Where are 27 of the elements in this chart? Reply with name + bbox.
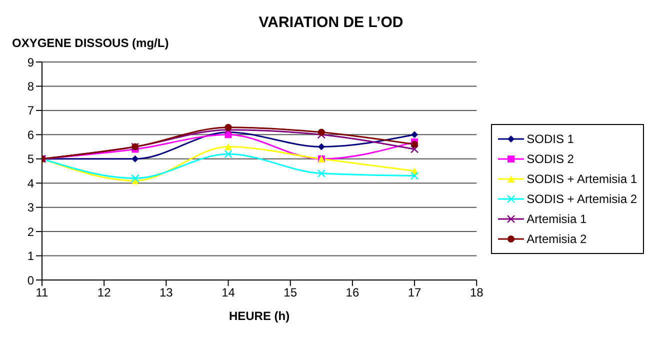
legend-label: SODIS + Artemisia 2 <box>526 192 637 206</box>
x-tick-label: 16 <box>346 286 360 300</box>
y-tick-label: 9 <box>27 55 34 70</box>
y-tick-label: 8 <box>27 79 34 94</box>
y-tick-label: 1 <box>27 249 34 264</box>
legend-label: Artemisia 2 <box>526 232 587 246</box>
x-tick-label: 11 <box>36 286 49 300</box>
x-axis-title: HEURE (h) <box>228 309 290 323</box>
x-tick-label: 18 <box>470 286 484 300</box>
x-tick-label: 17 <box>408 286 422 300</box>
chart-title: VARIATION DE L’OD <box>258 13 404 31</box>
x-tick-label: 15 <box>284 286 298 300</box>
legend-label: Artemisia 1 <box>526 212 587 226</box>
legend-label: SODIS 1 <box>526 132 574 146</box>
y-tick-label: 5 <box>27 152 34 166</box>
legend-label: SODIS + Artemisia 1 <box>526 172 637 186</box>
y-tick-label: 2 <box>27 224 34 239</box>
x-tick-label: 14 <box>222 286 236 300</box>
y-tick-label: 0 <box>27 273 34 288</box>
y-tick-label: 4 <box>27 176 34 190</box>
x-tick-label: 12 <box>97 286 112 300</box>
y-axis-title: OXYGENE DISSOUS (mg/L) <box>12 36 169 50</box>
y-tick-label: 3 <box>27 200 34 215</box>
x-tick-label: 13 <box>160 286 174 300</box>
y-tick-label: 6 <box>27 128 34 142</box>
legend-label: SODIS 2 <box>526 152 574 166</box>
y-tick-label: 7 <box>27 104 34 118</box>
